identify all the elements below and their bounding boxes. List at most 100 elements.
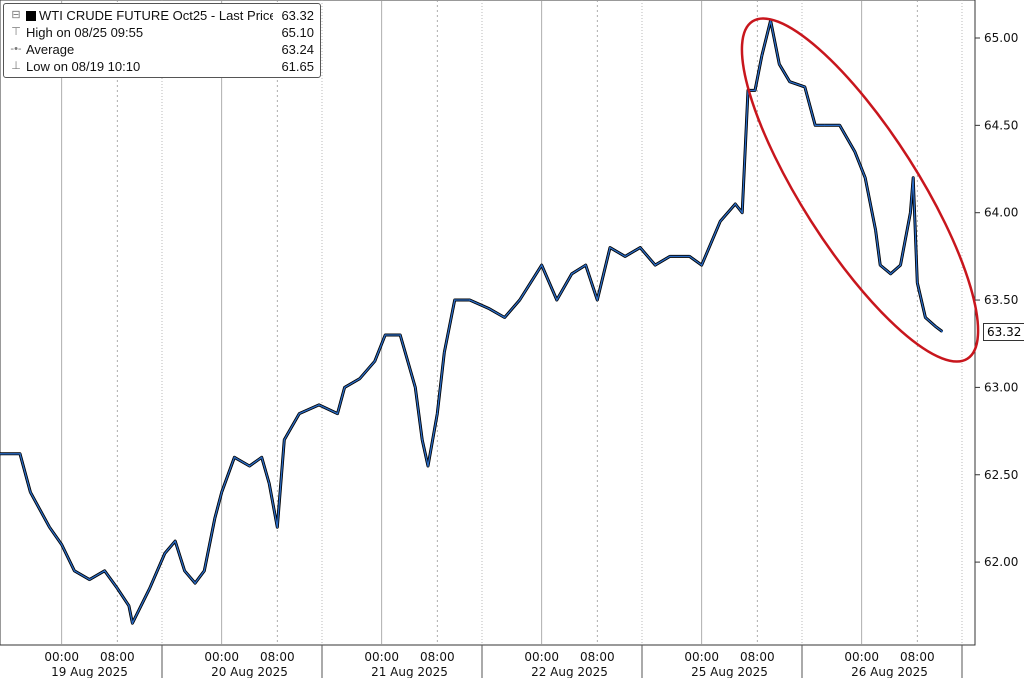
- data-point: [421, 439, 424, 441]
- legend-entry-high: ⊤ High on 08/25 09:55 65.10: [9, 24, 314, 41]
- data-point: [864, 176, 866, 179]
- data-point: [719, 220, 722, 223]
- collapse-icon[interactable]: ⊟: [11, 9, 21, 21]
- data-point: [260, 456, 263, 459]
- data-point: [571, 273, 573, 275]
- data-point: [60, 543, 63, 546]
- data-point: [436, 412, 439, 415]
- data-point: [889, 273, 892, 275]
- data-point: [823, 124, 826, 127]
- data-point: [48, 526, 51, 528]
- x-date-label: 19 Aug 2025: [51, 665, 128, 678]
- data-point: [778, 63, 781, 66]
- legend-label: Low on 08/19 10:10: [26, 59, 141, 74]
- data-point: [754, 89, 756, 92]
- data-point: [934, 325, 937, 328]
- x-tick-label: 08:00: [740, 650, 775, 664]
- x-tick-label: 00:00: [844, 650, 879, 664]
- data-point: [853, 150, 856, 153]
- data-point: [788, 80, 791, 83]
- plot-frame: [0, 0, 976, 646]
- annotation-ellipse: [740, 17, 980, 363]
- data-point: [276, 526, 279, 528]
- data-point: [384, 334, 386, 336]
- price-line: [0, 19, 943, 624]
- data-point: [899, 264, 902, 266]
- data-point: [596, 299, 599, 301]
- data-point: [268, 482, 270, 485]
- data-point: [503, 316, 506, 319]
- data-point: [163, 552, 166, 555]
- legend-value: 65.10: [281, 25, 314, 40]
- data-point: [734, 203, 737, 205]
- x-date-label: 20 Aug 2025: [211, 665, 288, 678]
- data-point: [761, 54, 763, 57]
- data-point: [399, 334, 402, 336]
- data-point: [874, 229, 877, 231]
- x-tick-label: 08:00: [580, 650, 615, 664]
- average-marker-icon: -•-: [10, 43, 22, 55]
- y-tick-label: 63.00: [984, 380, 1018, 394]
- x-date-label: 26 Aug 2025: [851, 665, 928, 678]
- data-point: [19, 452, 21, 455]
- data-point: [336, 412, 339, 415]
- data-point: [131, 622, 134, 625]
- price-line-shadow: [0, 19, 944, 625]
- data-point: [298, 412, 301, 415]
- y-tick-label: 64.00: [984, 206, 1018, 220]
- x-tick-label: 08:00: [900, 650, 935, 664]
- y-tick-label: 65.00: [984, 31, 1018, 45]
- data-point: [669, 255, 671, 258]
- data-point: [814, 124, 817, 127]
- data-point: [148, 587, 151, 590]
- data-point: [700, 264, 703, 266]
- data-point: [414, 386, 417, 389]
- data-point: [373, 360, 376, 362]
- data-point: [639, 246, 641, 249]
- x-date-label: 21 Aug 2025: [371, 665, 448, 678]
- data-point: [29, 491, 32, 494]
- data-point: [443, 351, 446, 354]
- data-point: [741, 211, 744, 214]
- data-point: [88, 578, 91, 581]
- high-marker-icon: ⊤: [11, 26, 21, 38]
- legend-value: 61.65: [281, 59, 314, 74]
- data-point: [103, 570, 106, 572]
- data-point: [924, 316, 927, 319]
- data-point: [803, 86, 806, 88]
- data-point: [116, 587, 119, 590]
- data-point: [912, 176, 915, 179]
- x-date-label: 22 Aug 2025: [531, 665, 608, 678]
- data-point: [909, 211, 912, 214]
- data-point: [213, 517, 216, 520]
- data-point: [609, 246, 611, 249]
- y-tick-label: 62.50: [984, 468, 1018, 482]
- data-point: [248, 465, 251, 467]
- grid: [0, 0, 976, 646]
- data-point: [624, 255, 626, 258]
- data-point: [654, 264, 657, 266]
- y-axis: 62.00 62.50 63.00 63.50 64.00 64.50 65.00: [975, 31, 1018, 569]
- legend: ⊟ WTI CRUDE FUTURE Oct25 - Last Price 63.3…: [3, 3, 321, 78]
- x-tick-label: 00:00: [364, 650, 399, 664]
- last-price-label: 63.32: [983, 323, 1024, 341]
- data-point: [203, 570, 206, 572]
- low-marker-icon: ⊥: [11, 60, 21, 72]
- legend-label: High on 08/25 09:55: [26, 25, 144, 40]
- x-tick-label: 00:00: [44, 650, 79, 664]
- data-point: [318, 404, 320, 406]
- data-point: [468, 299, 471, 301]
- x-tick-label: 08:00: [420, 650, 455, 664]
- data-point: [233, 456, 236, 459]
- black-square-icon: [26, 10, 36, 21]
- data-point: [453, 299, 456, 301]
- data-point: [941, 330, 944, 333]
- x-tick-label: 00:00: [524, 650, 559, 664]
- legend-entry-low: ⊥ Low on 08/19 10:10 61.65: [9, 58, 314, 75]
- y-tick-label: 62.00: [984, 555, 1018, 569]
- legend-entry-last-price: ⊟ WTI CRUDE FUTURE Oct25 - Last Price 63.3…: [9, 7, 314, 24]
- data-point: [358, 377, 361, 380]
- data-point: [427, 465, 429, 467]
